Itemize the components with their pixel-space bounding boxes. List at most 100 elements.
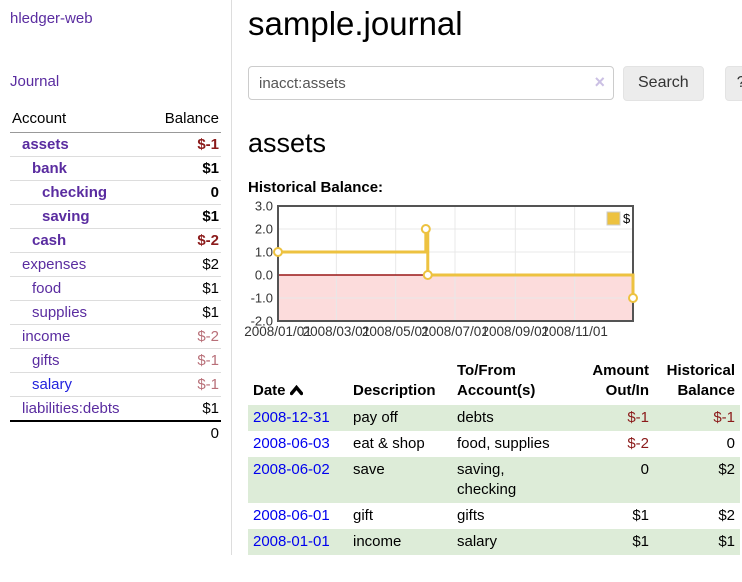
historical-balance-chart: $3.0 2.0 1.0 0.0 -1.0 -2.0 2008/01/01 2008/03/0… [244, 198, 742, 344]
register-row: 2008-01-01 income salary $1 $1 [248, 528, 740, 555]
account-balance: $1 [148, 396, 221, 422]
transaction-date-link[interactable]: 2008-06-01 [253, 506, 330, 524]
register-header-amount: Amount Out/In [592, 361, 649, 399]
sidebar-account-link[interactable]: supplies [32, 304, 88, 321]
account-name-cell: gifts [10, 348, 149, 373]
transaction-date-link[interactable]: 2008-06-02 [253, 460, 330, 478]
account-name-cell: income [10, 324, 149, 349]
register-date-cell: 2008-06-01 [248, 503, 348, 529]
register-row: 2008-12-31 pay off debts $-1 $-1 [248, 404, 740, 431]
register-accounts: gifts [457, 506, 485, 524]
register-amount: $-2 [627, 434, 649, 452]
account-name-cell: bank [10, 156, 149, 181]
accounts-total-spacer [10, 420, 149, 445]
register-amount: $-1 [627, 408, 649, 426]
x-axis-tick-label: 2008/03/01 [303, 324, 371, 339]
accounts-table: Account Balance assets $-1 bank $1 checking 0… [10, 107, 221, 445]
register-balance: $-1 [713, 408, 735, 426]
account-balance: $-1 [148, 372, 221, 397]
account-balance: $1 [148, 300, 221, 325]
search-button[interactable]: Search [623, 65, 704, 101]
register-header-date-label: Date [253, 381, 286, 399]
register-date-cell: 2008-12-31 [248, 405, 348, 431]
register-balance: $1 [718, 532, 735, 550]
y-axis-tick-label: 2.0 [255, 221, 273, 236]
search-input-wrap: × [248, 66, 614, 101]
accounts-table-body: assets $-1 bank $1 checking 0 saving $1 cash $-2 e… [10, 132, 221, 445]
transaction-date-link[interactable]: 2008-12-31 [253, 408, 330, 426]
sidebar-account-link[interactable]: checking [42, 184, 108, 201]
y-axis-tick-label: 3.0 [255, 198, 273, 213]
account-balance: $1 [148, 156, 221, 181]
sort-ascending-icon [289, 384, 303, 395]
x-axis-tick-label: 2008/01/01 [244, 324, 312, 339]
data-point-marker [273, 246, 283, 257]
sidebar-item-journal[interactable]: Journal [10, 73, 60, 90]
account-balance: 0 [148, 180, 221, 205]
sidebar-account-link[interactable]: cash [32, 232, 67, 249]
register-date-cell: 2008-01-01 [248, 529, 348, 555]
transaction-date-link[interactable]: 2008-06-03 [253, 434, 330, 452]
account-balance: $-1 [148, 132, 221, 157]
sidebar-account-link[interactable]: saving [42, 208, 90, 225]
account-name-cell: assets [10, 132, 149, 157]
register-header-accounts: To/From Account(s) [457, 361, 536, 399]
account-name-cell: salary [10, 372, 149, 397]
register-table: Date Description To/From Account(s) Amou… [248, 359, 740, 555]
account-balance: $2 [148, 252, 221, 277]
register-row: 2008-06-02 save saving, checking 0 $2 [248, 456, 740, 503]
account-row: income $-2 [10, 324, 221, 349]
register-amount: 0 [640, 460, 649, 478]
legend-label: $ [623, 211, 631, 226]
account-row: saving $1 [10, 204, 221, 229]
register-description: income [353, 532, 402, 550]
search-input[interactable] [248, 66, 614, 101]
app-window: hledger-web Journal Account Balance asse… [10, 0, 742, 555]
accounts-header-balance: Balance [148, 107, 221, 133]
register-accounts: debts [457, 408, 494, 426]
account-row: food $1 [10, 276, 221, 301]
sidebar-account-link[interactable]: food [32, 280, 62, 297]
account-name-cell: saving [10, 204, 149, 229]
register-amount: $1 [632, 532, 649, 550]
account-row: bank $1 [10, 156, 221, 181]
account-row: cash $-2 [10, 228, 221, 253]
account-name-cell: expenses [10, 252, 149, 277]
brand-link[interactable]: hledger-web [10, 10, 93, 27]
account-balance: $-2 [148, 324, 221, 349]
account-heading: assets [248, 128, 327, 159]
data-point-marker [422, 269, 433, 280]
account-balance: $1 [148, 276, 221, 301]
account-row: expenses $2 [10, 252, 221, 277]
accounts-total-value: 0 [148, 420, 221, 445]
register-date-cell: 2008-06-02 [248, 457, 348, 503]
accounts-total-row: 0 [10, 420, 221, 445]
register-description: pay off [353, 408, 398, 426]
sidebar-account-link[interactable]: salary [32, 376, 73, 393]
accounts-header-account: Account [10, 107, 149, 133]
account-balance: $-2 [148, 228, 221, 253]
accounts-header-row: Account Balance [10, 107, 221, 133]
account-name-cell: liabilities:debts [10, 396, 149, 422]
sidebar-account-link[interactable]: liabilities:debts [22, 400, 120, 417]
register-description: gift [353, 506, 374, 524]
account-name-cell: supplies [10, 300, 149, 325]
sidebar-account-link[interactable]: expenses [22, 256, 87, 273]
sidebar-account-link[interactable]: income [22, 328, 71, 345]
search-form: × Search ? [248, 65, 742, 101]
page-title: sample.journal [248, 5, 463, 42]
account-row: assets $-1 [10, 132, 221, 157]
register-row: 2008-06-01 gift gifts $1 $2 [248, 503, 740, 529]
clear-search-icon[interactable]: × [594, 72, 605, 93]
sidebar-account-link[interactable]: assets [22, 136, 69, 153]
data-point-marker [420, 223, 431, 234]
transaction-date-link[interactable]: 2008-01-01 [253, 532, 330, 550]
sidebar-account-link[interactable]: bank [32, 160, 68, 177]
account-row: salary $-1 [10, 372, 221, 397]
register-header-date[interactable]: Date [248, 359, 348, 405]
account-row: liabilities:debts $1 [10, 396, 221, 422]
search-help-button[interactable]: ? [724, 65, 742, 101]
register-row: 2008-06-03 eat & shop food, supplies $-2 0 [248, 431, 740, 457]
sidebar-account-link[interactable]: gifts [32, 352, 60, 369]
account-name-cell: cash [10, 228, 149, 253]
